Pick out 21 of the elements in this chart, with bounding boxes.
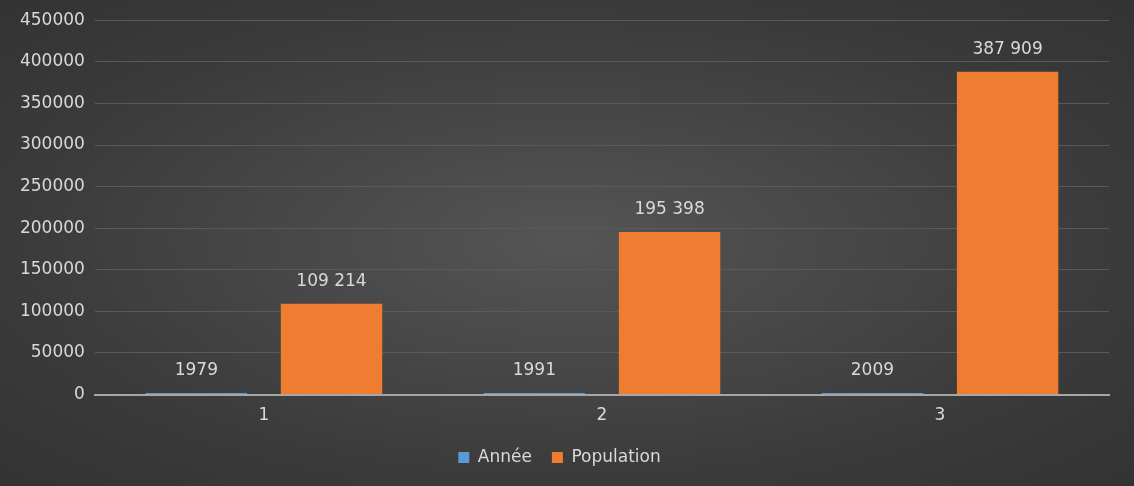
legend-label: Année — [477, 445, 532, 466]
legend-label: Population — [571, 445, 661, 466]
y-tick-label: 300000 — [19, 133, 85, 154]
x-tick-label: 1 — [258, 404, 270, 425]
y-tick-label: 150000 — [19, 258, 85, 279]
y-tick-label: 100000 — [19, 299, 85, 320]
data-label: 195 398 — [634, 197, 705, 218]
data-label: 1991 — [512, 358, 556, 379]
y-tick-label: 450000 — [19, 8, 85, 29]
y-tick-label: 400000 — [19, 50, 85, 71]
data-label: 2009 — [850, 358, 895, 379]
y-tick-label: 0 — [74, 383, 85, 404]
x-tick-label: 2 — [596, 404, 608, 425]
y-tick-label: 200000 — [19, 216, 85, 237]
data-label: 387 909 — [972, 37, 1043, 58]
data-label: 1979 — [174, 358, 218, 379]
y-tick-label: 250000 — [19, 175, 85, 196]
x-tick-label: 3 — [934, 404, 946, 425]
y-tick-label: 50000 — [30, 341, 85, 362]
y-tick-label: 350000 — [19, 91, 85, 112]
data-label: 109 214 — [296, 269, 367, 290]
